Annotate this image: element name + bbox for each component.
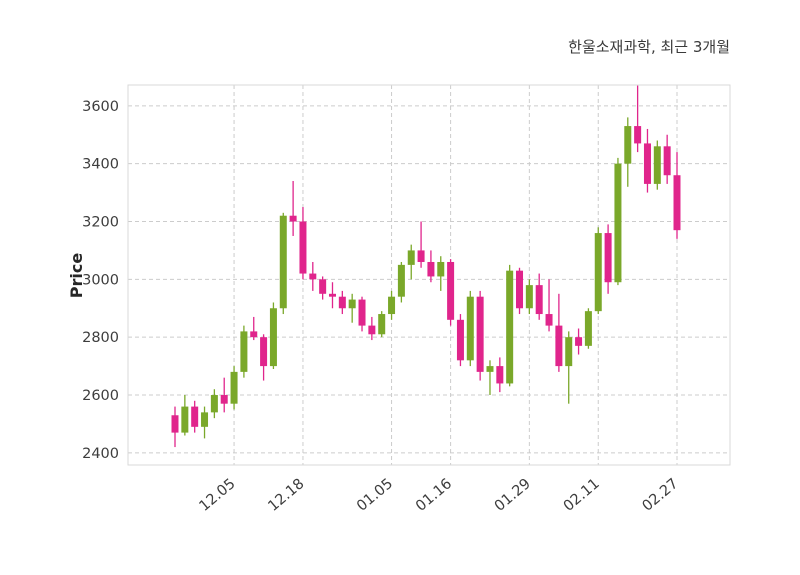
x-tick-label: 12.05 <box>197 476 239 515</box>
candle-body <box>496 366 504 384</box>
candle-body <box>575 337 583 346</box>
candle-body <box>604 233 612 283</box>
candle-body <box>486 366 494 372</box>
candle-body <box>348 299 356 309</box>
candle-body <box>171 415 179 433</box>
y-tick-label: 2600 <box>82 388 119 404</box>
candle-body <box>525 285 533 309</box>
candle-body <box>516 270 524 309</box>
candle-body <box>397 264 405 297</box>
candle-body <box>614 163 622 283</box>
candle-body <box>279 215 287 309</box>
y-tick-label: 3000 <box>82 272 119 288</box>
candle-body <box>653 146 661 184</box>
candle-body <box>230 371 238 404</box>
candle-body <box>506 270 514 384</box>
candle-body <box>584 311 592 346</box>
candle-body <box>634 126 642 144</box>
candle-body <box>466 296 474 361</box>
y-tick-label: 3400 <box>82 157 119 173</box>
x-tick-label: 02.27 <box>639 476 681 515</box>
candle-body <box>535 285 543 315</box>
candle-body <box>417 250 425 262</box>
candle-body <box>427 261 435 277</box>
candle-body <box>181 406 189 433</box>
candle-body <box>565 337 573 367</box>
candle-body <box>250 331 258 338</box>
candle-body <box>338 296 346 309</box>
candle-body <box>260 337 268 367</box>
candle-body <box>555 325 563 367</box>
candle-body <box>328 293 336 297</box>
chart-title: 한울소재과학, 최근 3개월 <box>568 38 730 56</box>
candle-body <box>201 412 209 427</box>
candle-body <box>220 395 228 404</box>
candle-body <box>388 296 396 315</box>
x-tick-label: 02.11 <box>561 476 603 515</box>
candle-body <box>191 406 199 427</box>
candle-body <box>663 146 671 176</box>
candle-body <box>358 299 366 326</box>
candle-body <box>673 175 681 231</box>
candle-body <box>545 314 553 326</box>
candle-body <box>437 261 445 277</box>
candle-body <box>368 325 376 335</box>
x-tick-label: 01.16 <box>413 476 455 515</box>
candle-body <box>643 143 651 184</box>
candle-body <box>240 331 248 372</box>
y-tick-label: 3600 <box>82 99 119 115</box>
candle-body <box>269 308 277 367</box>
candle-body <box>309 273 317 280</box>
plot-border <box>127 84 731 466</box>
candle-body <box>447 261 455 320</box>
candle-body <box>456 319 464 361</box>
y-tick-label: 2800 <box>82 330 119 346</box>
x-tick-label: 01.29 <box>492 476 534 515</box>
y-tick-label: 3200 <box>82 214 119 230</box>
candle-body <box>407 250 415 265</box>
candle-body <box>476 296 484 372</box>
candle-body <box>299 221 307 274</box>
candle-body <box>624 126 632 164</box>
candle-body <box>319 279 327 294</box>
x-tick-label: 12.18 <box>265 476 307 515</box>
x-tick-label: 01.05 <box>354 476 396 515</box>
candle-body <box>210 395 218 413</box>
candle-body <box>594 233 602 312</box>
candle-body <box>378 314 386 335</box>
candle-body <box>289 215 297 222</box>
y-tick-label: 2400 <box>82 446 119 462</box>
